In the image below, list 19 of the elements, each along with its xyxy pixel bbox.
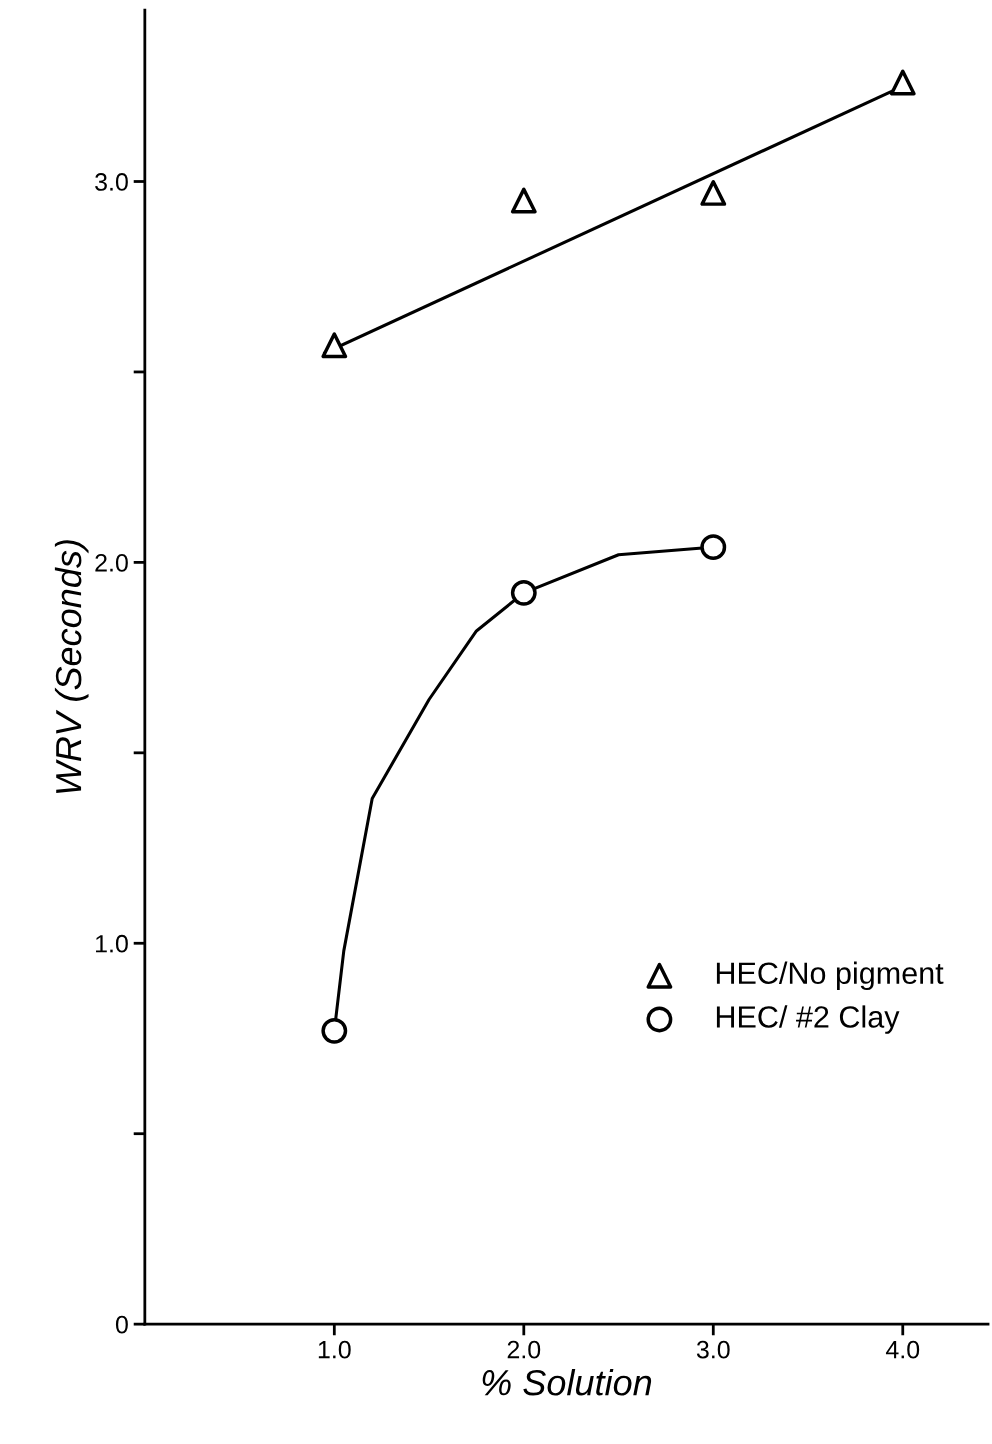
point	[510, 187, 537, 214]
point	[510, 579, 537, 606]
legend-label: HEC/No pigment	[716, 961, 944, 991]
point	[700, 534, 727, 561]
legend-label: HEC/ #2 Clay	[716, 1005, 900, 1034]
x-tick-label: 2.0	[507, 1340, 541, 1359]
point	[321, 332, 348, 359]
x-tick-label: 3.0	[696, 1340, 730, 1359]
y-tick-label: 3.0	[95, 173, 128, 191]
y-tick-label: 0	[115, 1315, 128, 1334]
y-tick-label: 1.0	[96, 934, 128, 953]
x-tick-label: 1.0	[318, 1340, 351, 1359]
y-tick-label: 2.0	[95, 553, 128, 572]
x-tick-label: 4.0	[885, 1340, 920, 1359]
point	[321, 1017, 348, 1044]
point	[889, 69, 916, 96]
x-axis-title: % Solution	[482, 1368, 652, 1396]
y-axis-title: WRV (Seconds)	[54, 540, 89, 794]
point	[700, 179, 727, 206]
